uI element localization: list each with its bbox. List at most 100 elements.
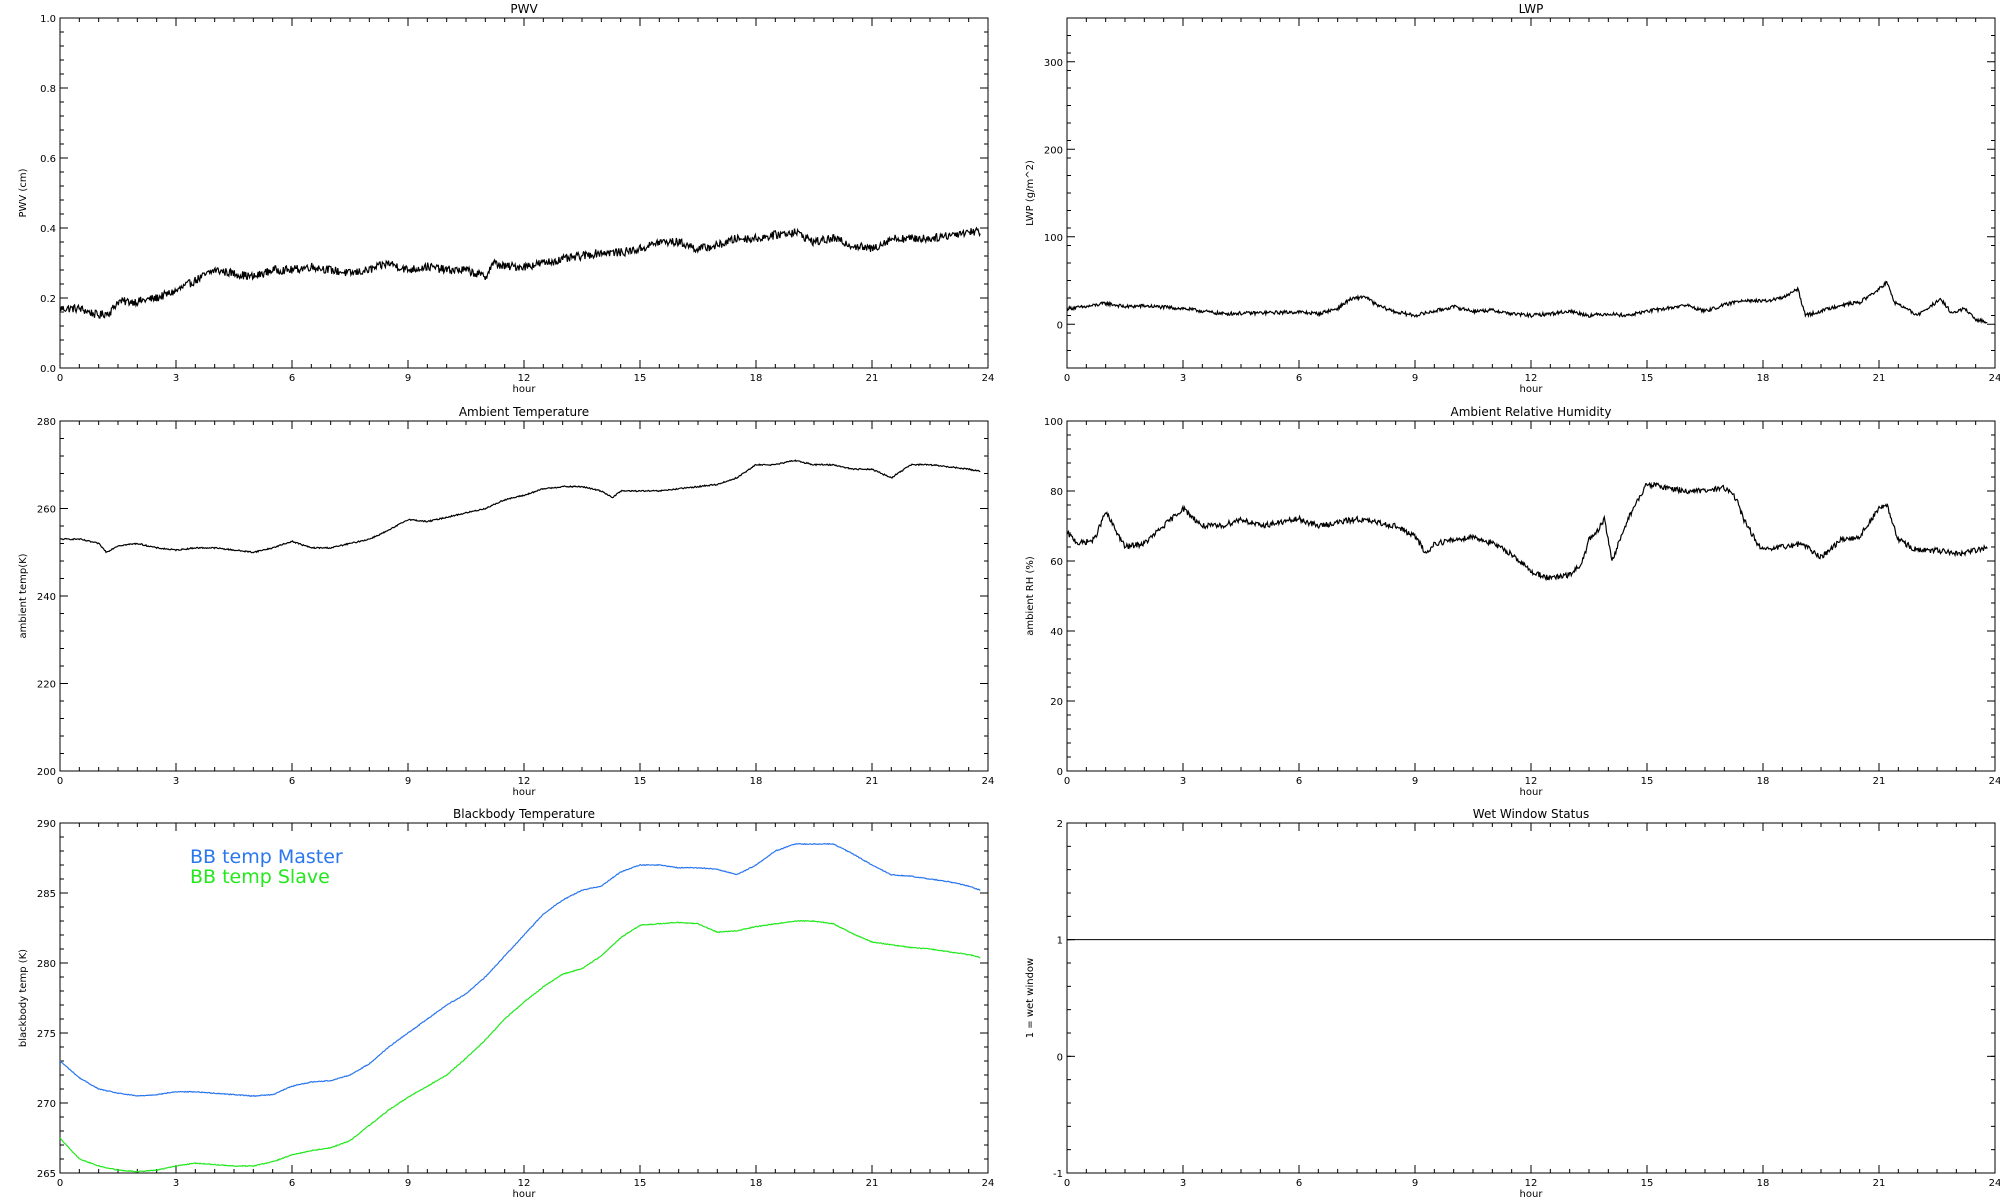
y-tick-label: 0 [1057, 1052, 1063, 1063]
chart-title: Ambient Temperature [459, 405, 589, 419]
series-line-bb-temp-master [59, 842, 981, 1098]
y-tick-label: 2 [1057, 819, 1063, 830]
y-tick-label: 1.0 [40, 14, 56, 25]
x-tick-label: 12 [1525, 373, 1538, 384]
legend-entry: BB temp Slave [190, 866, 330, 888]
x-tick-label: 12 [518, 373, 531, 384]
x-tick-label: 15 [1641, 776, 1654, 787]
chart-title: PWV [510, 2, 538, 16]
y-tick-label: 275 [37, 1029, 56, 1040]
y-tick-label: -1 [1053, 1169, 1063, 1180]
x-tick-label: 21 [1873, 373, 1886, 384]
y-tick-label: 290 [37, 819, 56, 830]
chart-pwv: PWV 0 3 6 9 12 15 18 21 24 0.0 0.2 0.4 0.6 0.8 1.0 hour P… [18, 2, 994, 395]
x-tick-label: 24 [982, 1178, 995, 1189]
y-tick-label: 100 [1044, 417, 1063, 428]
plot-frame [59, 420, 989, 772]
y-axis-label: 1 = wet window [1025, 958, 1036, 1038]
chart-ambient-temp: Ambient Temperature 0 3 6 9 12 15 18 21 24 200 220 2… [18, 405, 994, 798]
y-tick-label: 260 [37, 505, 56, 516]
y-tick-label: 20 [1050, 697, 1063, 708]
plot-frame [1066, 822, 1996, 1174]
y-tick-label: 280 [37, 417, 56, 428]
x-tick-label: 9 [1412, 776, 1418, 787]
x-tick-label: 0 [57, 1178, 63, 1189]
x-tick-label: 6 [1296, 373, 1302, 384]
plot-frame [1066, 420, 1996, 772]
x-tick-label: 24 [982, 776, 995, 787]
chart-title: Blackbody Temperature [453, 807, 595, 821]
x-tick-label: 21 [866, 776, 879, 787]
x-tick-label: 0 [1064, 1178, 1070, 1189]
x-tick-label: 21 [1873, 776, 1886, 787]
y-tick-label: 60 [1050, 557, 1063, 568]
x-tick-label: 0 [57, 373, 63, 384]
x-tick-label: 24 [1989, 776, 2000, 787]
x-tick-label: 9 [1412, 373, 1418, 384]
series-line-bb-temp-slave [59, 919, 981, 1173]
x-tick-label: 24 [1989, 373, 2000, 384]
y-tick-label: 300 [1044, 58, 1063, 69]
plot-frame [59, 17, 989, 369]
y-tick-label: 0 [1057, 767, 1063, 778]
chart-ambient-rh: Ambient Relative Humidity 0 3 6 9 12 15 18 21 24 0… [1025, 405, 2000, 798]
x-tick-label: 21 [866, 373, 879, 384]
y-tick-label: 0.2 [40, 294, 56, 305]
x-tick-label: 6 [289, 776, 295, 787]
chart-title: Ambient Relative Humidity [1451, 405, 1612, 419]
y-tick-label: 200 [37, 767, 56, 778]
y-tick-label: 80 [1050, 487, 1063, 498]
y-axis-label: blackbody temp (K) [18, 949, 29, 1047]
y-tick-label: 200 [1044, 145, 1063, 156]
x-tick-label: 18 [750, 373, 763, 384]
x-axis-label: hour [513, 787, 537, 798]
x-tick-label: 12 [518, 776, 531, 787]
x-tick-label: 9 [405, 776, 411, 787]
x-tick-label: 18 [1757, 1178, 1770, 1189]
y-tick-label: 220 [37, 680, 56, 691]
x-tick-label: 9 [1412, 1178, 1418, 1189]
x-tick-label: 18 [750, 776, 763, 787]
x-tick-label: 3 [1180, 373, 1186, 384]
x-tick-label: 15 [634, 1178, 647, 1189]
x-tick-label: 0 [1064, 373, 1070, 384]
series-line [59, 226, 981, 319]
y-tick-label: 0.4 [40, 224, 56, 235]
x-tick-label: 15 [1641, 1178, 1654, 1189]
x-tick-label: 0 [57, 776, 63, 787]
x-axis-label: hour [513, 1189, 537, 1200]
x-tick-label: 3 [173, 373, 179, 384]
x-tick-label: 3 [1180, 1178, 1186, 1189]
x-tick-label: 6 [1296, 1178, 1302, 1189]
y-tick-label: 40 [1050, 627, 1063, 638]
chart-blackbody-temp: Blackbody Temperature 0 3 6 9 12 15 18 21 24 265 27… [18, 807, 994, 1200]
x-tick-label: 18 [1757, 373, 1770, 384]
x-tick-label: 0 [1064, 776, 1070, 787]
y-tick-label: 100 [1044, 233, 1063, 244]
x-tick-label: 6 [289, 373, 295, 384]
y-tick-label: 0.8 [40, 84, 56, 95]
chart-title: LWP [1519, 2, 1544, 16]
y-tick-label: 0.0 [40, 364, 56, 375]
y-tick-label: 1 [1057, 936, 1063, 947]
x-axis-label: hour [1520, 787, 1544, 798]
y-tick-label: 270 [37, 1099, 56, 1110]
x-tick-label: 12 [518, 1178, 531, 1189]
y-tick-label: 280 [37, 959, 56, 970]
y-axis-label: PWV (cm) [18, 168, 29, 217]
series-line [1066, 481, 1988, 582]
x-tick-label: 15 [634, 776, 647, 787]
y-axis-label: ambient temp(K) [18, 553, 29, 638]
x-tick-label: 24 [1989, 1178, 2000, 1189]
chart-title: Wet Window Status [1473, 807, 1589, 821]
x-axis-label: hour [1520, 384, 1544, 395]
series-line [1066, 280, 1988, 325]
x-tick-label: 15 [1641, 373, 1654, 384]
x-tick-label: 18 [750, 1178, 763, 1189]
x-axis-label: hour [1520, 1189, 1544, 1200]
x-tick-label: 6 [289, 1178, 295, 1189]
x-tick-label: 3 [173, 776, 179, 787]
y-tick-label: 285 [37, 889, 56, 900]
x-tick-label: 21 [1873, 1178, 1886, 1189]
